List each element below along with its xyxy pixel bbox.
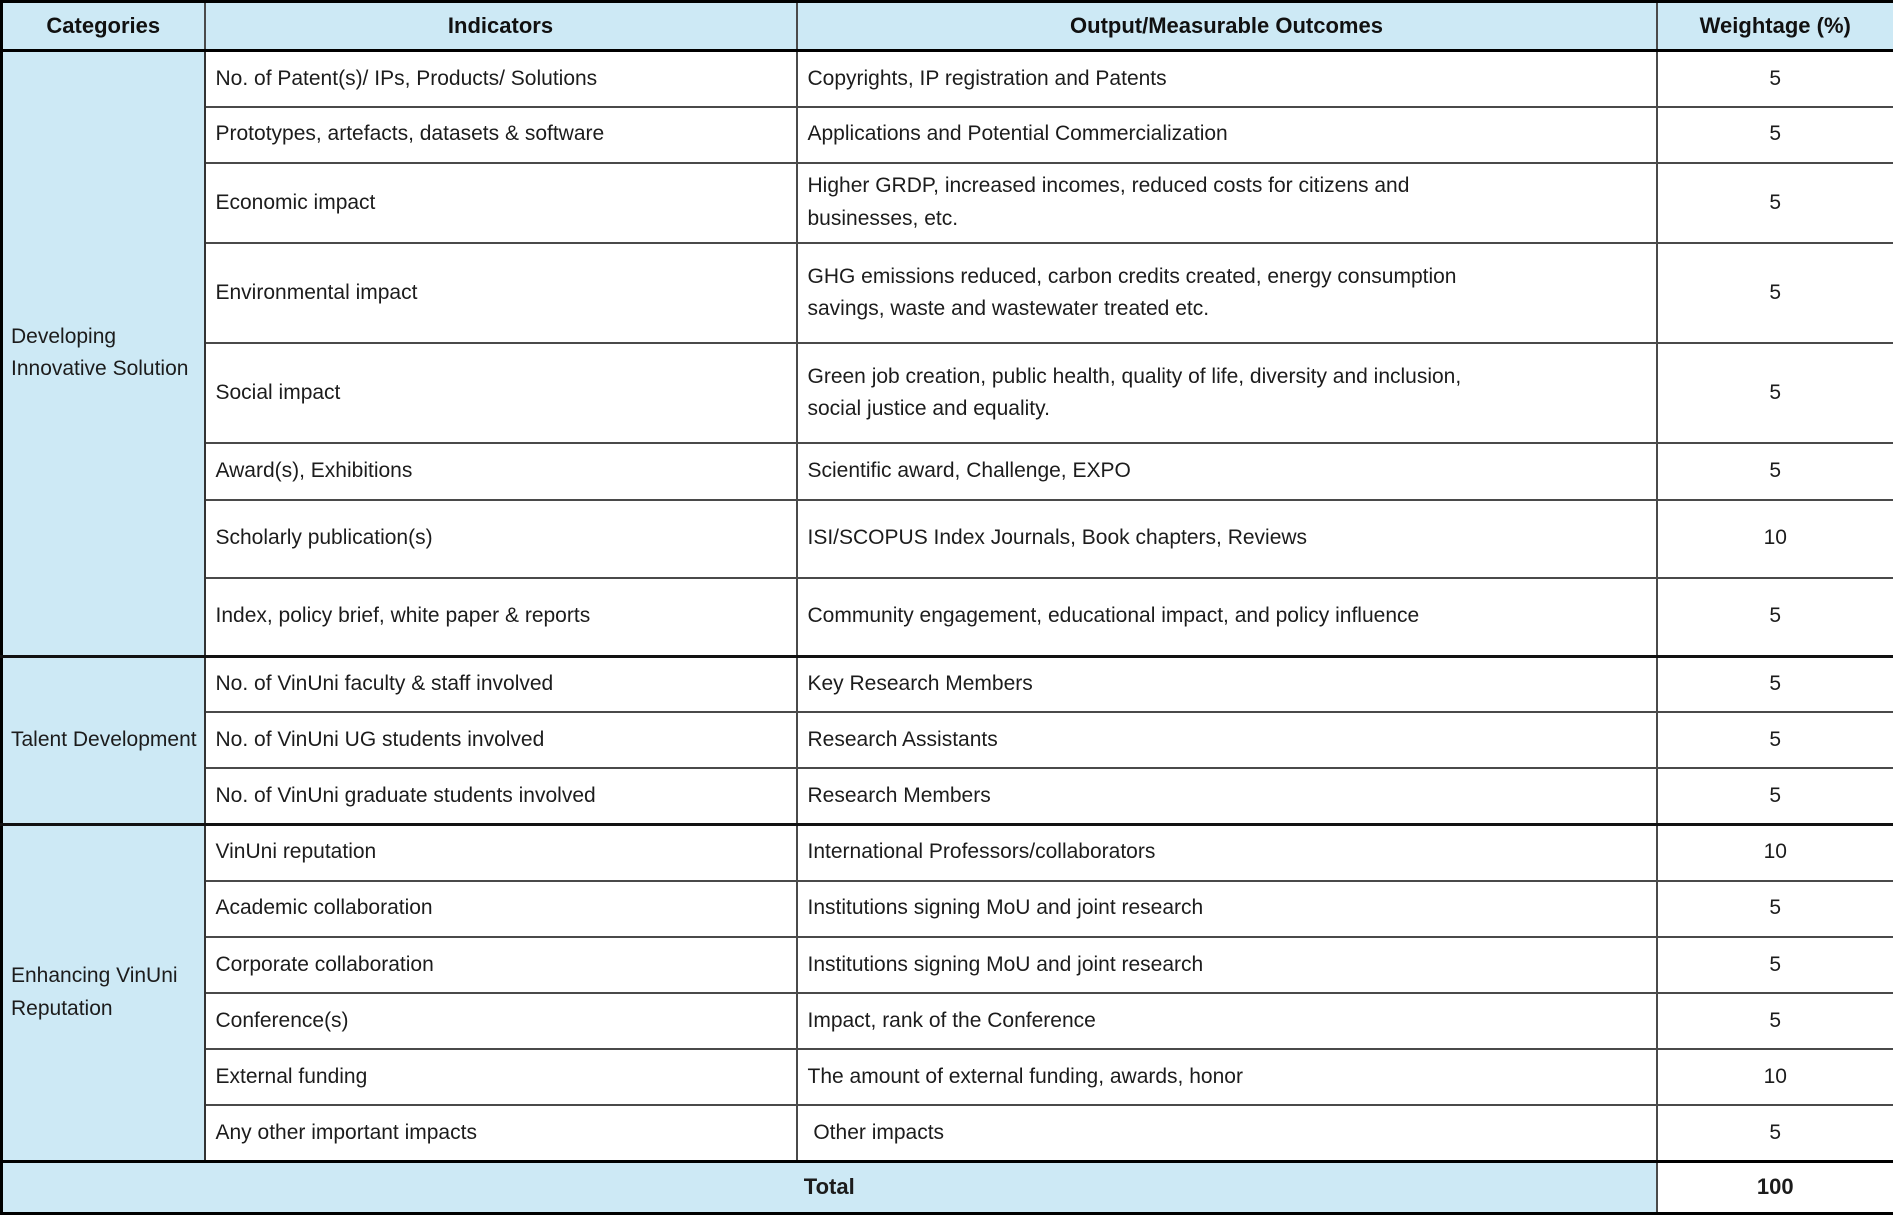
category-cell: Talent Development [0, 654, 206, 826]
weightage-cell: 5 [1655, 105, 1893, 164]
indicator-cell: External funding [203, 1047, 798, 1107]
outcome-cell: ISI/SCOPUS Index Journals, Book chapters… [795, 498, 1658, 579]
table-row: Environmental impact GHG emissions reduce… [2, 241, 1893, 345]
indicator-cell: No. of VinUni UG students involved [203, 711, 798, 770]
indicator-cell: Environmental impact [203, 241, 798, 345]
header-row: Categories Indicators Output/Measurable … [0, 0, 1893, 52]
indicator-cell: Prototypes, artefacts, datasets & softwa… [203, 105, 798, 164]
indicator-cell: Award(s), Exhibitions [203, 442, 798, 501]
table-row: Any other important impacts Other impact… [2, 1104, 1893, 1163]
indicator-cell: Scholarly publication(s) [203, 498, 798, 579]
outcome-text: Other impacts [807, 1120, 945, 1144]
outcome-cell: Other impacts [795, 1104, 1658, 1163]
weightage-cell: 5 [1655, 879, 1893, 938]
outcome-cell: Community engagement, educational impact… [795, 576, 1658, 658]
outcome-cell: The amount of external funding, awards, … [795, 1047, 1658, 1107]
table-row: Academic collaboration Institutions signi… [2, 879, 1893, 938]
outcome-text: ISI/SCOPUS Index Journals, Book chapters… [807, 526, 1308, 550]
col-header-indicators: Indicators [203, 0, 798, 52]
outcome-text: The amount of external funding, awards, … [807, 1064, 1243, 1088]
weightage-cell: 10 [1655, 1047, 1893, 1107]
col-header-weightage: Weightage (%) [1655, 0, 1893, 52]
table-row: Enhancing VinUni Reputation VinUni reputa… [0, 822, 1893, 1163]
outcome-text: Community engagement, educational impact… [807, 604, 1420, 628]
outcome-text: Research Members [807, 783, 991, 807]
weightage-cell: 5 [1655, 654, 1893, 714]
weightage-cell: 5 [1655, 49, 1893, 108]
category-cell: Enhancing VinUni Reputation [0, 822, 206, 1163]
col-header-categories: Categories [0, 0, 206, 52]
indicator-cell: Any other important impacts [203, 1104, 798, 1163]
outcome-text: Impact, rank of the Conference [807, 1008, 1096, 1032]
col-header-outcomes: Output/Measurable Outcomes [795, 0, 1658, 52]
table-row: Scholarly publication(s) ISI/SCOPUS Index… [2, 498, 1893, 579]
outcome-cell: GHG emissions reduced, carbon credits cr… [795, 241, 1658, 345]
total-value: 100 [1655, 1159, 1893, 1215]
indicator-cell: Social impact [203, 342, 798, 445]
table-row: Prototypes, artefacts, datasets & softwa… [2, 105, 1893, 164]
indicator-cell: No. of VinUni graduate students involved [203, 767, 798, 826]
outcome-cell: Copyrights, IP registration and Patents [795, 49, 1658, 108]
outcome-text: Key Research Members [807, 672, 1033, 696]
table-row: External funding The amount of external f… [2, 1047, 1893, 1107]
weightage-cell: 5 [1655, 935, 1893, 994]
outcome-cell: Impact, rank of the Conference [795, 991, 1658, 1050]
total-row: Total 100 [0, 1159, 1893, 1215]
table-row: Social impact Green job creation, public … [2, 342, 1893, 445]
indicator-cell: VinUni reputation [203, 822, 798, 882]
outcome-cell: Higher GRDP, increased incomes, reduced … [795, 161, 1658, 244]
outcome-cell: Scientific award, Challenge, EXPO [795, 442, 1658, 501]
indicator-cell: No. of VinUni faculty & staff involved [203, 654, 798, 714]
indicator-cell: Index, policy brief, white paper & repor… [203, 576, 798, 658]
outcome-text: Research Assistants [807, 727, 998, 751]
indicator-cell: Conference(s) [203, 991, 798, 1050]
weightage-cell: 10 [1655, 822, 1893, 882]
category-cell: Developing Innovative Solution [0, 49, 206, 657]
outcome-cell: Applications and Potential Commercializa… [795, 105, 1658, 164]
outcome-text: Green job creation, public health, quali… [807, 364, 1468, 421]
table-row: Conference(s) Impact, rank of the Confere… [2, 991, 1893, 1050]
table-row: Index, policy brief, white paper & repor… [2, 576, 1893, 658]
weightage-cell: 5 [1655, 767, 1893, 826]
outcome-cell: Research Assistants [795, 711, 1658, 770]
outcome-cell: Research Members [795, 767, 1658, 826]
outcome-cell: Institutions signing MoU and joint resea… [795, 879, 1658, 938]
weightage-cell: 5 [1655, 576, 1893, 658]
outcome-text: International Professors/collaborators [807, 840, 1156, 864]
table-row: Talent Development No. of VinUni faculty … [0, 654, 1893, 826]
weightage-cell: 5 [1655, 442, 1893, 501]
outcome-cell: Green job creation, public health, quali… [795, 342, 1658, 445]
weightage-cell: 5 [1655, 1104, 1893, 1163]
weightage-cell: 10 [1655, 498, 1893, 579]
indicator-cell: Academic collaboration [203, 879, 798, 938]
outcome-text: Applications and Potential Commercializa… [807, 122, 1228, 146]
indicator-cell: Corporate collaboration [203, 935, 798, 994]
table-body: Developing Innovative Solution No. of Pat… [0, 49, 1893, 1215]
table-row: Developing Innovative Solution No. of Pat… [0, 49, 1893, 657]
table-row: No. of VinUni graduate students involved… [2, 767, 1893, 826]
table-row: No. of VinUni UG students involved Resear… [2, 711, 1893, 770]
outcome-text: Higher GRDP, increased incomes, reduced … [807, 174, 1416, 230]
outcome-cell: International Professors/collaborators [795, 822, 1658, 882]
outcome-text: GHG emissions reduced, carbon credits cr… [807, 264, 1463, 321]
outcome-cell: Key Research Members [795, 654, 1658, 714]
indicator-cell: No. of Patent(s)/ IPs, Products/ Solutio… [203, 49, 798, 108]
indicator-cell: Economic impact [203, 161, 798, 244]
weightage-cell: 5 [1655, 991, 1893, 1050]
weightage-cell: 5 [1655, 241, 1893, 345]
outcome-text: Institutions signing MoU and joint resea… [807, 952, 1204, 976]
outcome-text: Scientific award, Challenge, EXPO [807, 459, 1131, 483]
outcome-cell: Institutions signing MoU and joint resea… [795, 935, 1658, 994]
weightage-cell: 5 [1655, 161, 1893, 244]
table-row: Economic impact Higher GRDP, increased in… [2, 161, 1893, 244]
table-row: Award(s), Exhibitions Scientific award, C… [2, 442, 1893, 501]
table-row: Corporate collaboration Institutions sign… [2, 935, 1893, 994]
total-label: Total [0, 1159, 1658, 1215]
weightage-cell: 5 [1655, 342, 1893, 445]
outcome-text: Copyrights, IP registration and Patents [807, 66, 1167, 90]
outcome-text: Institutions signing MoU and joint resea… [807, 896, 1204, 920]
weightage-cell: 5 [1655, 711, 1893, 770]
